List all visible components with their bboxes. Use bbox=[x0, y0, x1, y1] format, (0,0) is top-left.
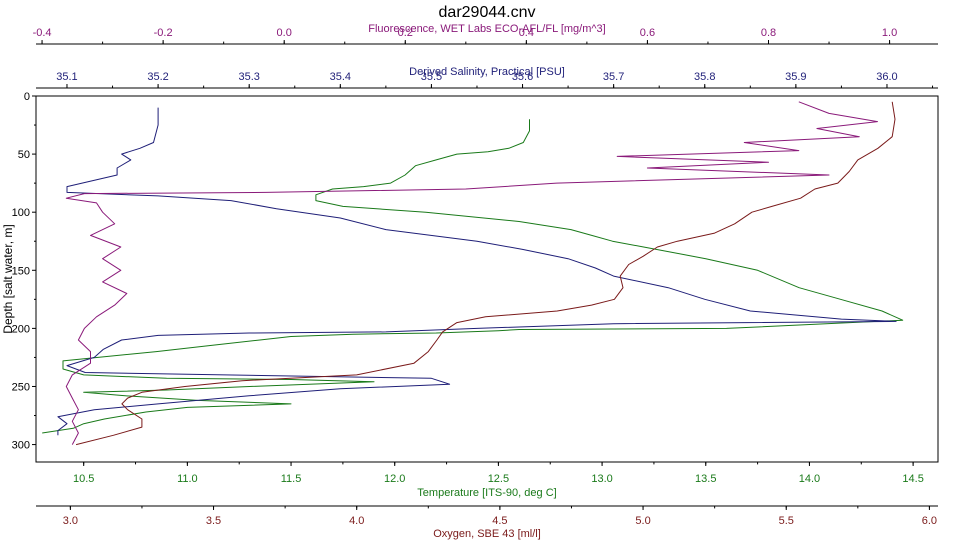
depth-tick-label: 300 bbox=[12, 440, 30, 452]
oxygen-tick-label: 3.0 bbox=[63, 515, 78, 527]
fluorescence-tick-label: 0.6 bbox=[640, 27, 655, 39]
depth-tick-label: 200 bbox=[12, 323, 30, 335]
fluorescence-axis-title: Fluorescence, WET Labs ECO-AFL/FL [mg/m^… bbox=[368, 23, 605, 35]
fluorescence-tick-label: 1.0 bbox=[882, 27, 897, 39]
salinity-tick-label: 35.9 bbox=[785, 71, 806, 83]
oxygen-series-line bbox=[75, 101, 896, 446]
salinity-tick-label: 35.7 bbox=[603, 71, 624, 83]
fluorescence-tick-label: -0.4 bbox=[33, 27, 52, 39]
temperature-tick-label: 14.0 bbox=[799, 473, 820, 485]
temperature-tick-label: 13.5 bbox=[695, 473, 716, 485]
oxygen-tick-label: 4.5 bbox=[492, 515, 507, 527]
oxygen-tick-label: 6.0 bbox=[922, 515, 937, 527]
temperature-tick-label: 14.5 bbox=[902, 473, 923, 485]
salinity-tick-label: 35.3 bbox=[238, 71, 259, 83]
fluorescence-axis: -0.4 -0.2 0.0 0.2 0.4 0.6 0.8 1.0 Fluorescence, … bbox=[33, 23, 938, 45]
temperature-tick-label: 12.5 bbox=[488, 473, 509, 485]
salinity-tick-label: 36.0 bbox=[876, 71, 897, 83]
chart-title: dar29044.cnv bbox=[439, 4, 536, 21]
depth-axis: 0 50 100 150 200 250 300 Depth [salt water, m] bbox=[1, 91, 36, 452]
oxygen-tick-label: 4.0 bbox=[349, 515, 364, 527]
temperature-series-line bbox=[42, 119, 904, 434]
oxygen-axis: 3.0 3.5 4.0 4.5 5.0 5.5 6.0 Oxygen, SBE 43 [ml/… bbox=[36, 505, 938, 540]
salinity-tick-label: 35.1 bbox=[56, 71, 77, 83]
temperature-axis: 10.5 11.0 11.5 12.0 12.5 13.0 13.5 14.0 14.5 Temp… bbox=[36, 461, 938, 499]
temperature-tick-label: 11.5 bbox=[281, 473, 302, 485]
salinity-axis: 35.1 35.2 35.3 35.4 35.5 35.6 35.7 35.8 35.9 36.0… bbox=[36, 66, 938, 89]
plot-frame bbox=[35, 95, 939, 463]
fluorescence-tick-label: 0.4 bbox=[519, 27, 534, 39]
series-layer bbox=[42, 101, 904, 446]
depth-tick-label: 250 bbox=[12, 381, 30, 393]
salinity-tick-label: 35.6 bbox=[512, 71, 533, 83]
temperature-tick-label: 11.0 bbox=[177, 473, 198, 485]
salinity-tick-label: 35.2 bbox=[147, 71, 168, 83]
fluorescence-tick-label: 0.0 bbox=[277, 27, 292, 39]
temperature-tick-label: 10.5 bbox=[73, 473, 94, 485]
fluorescence-series-line bbox=[65, 101, 878, 445]
oxygen-axis-title: Oxygen, SBE 43 [ml/l] bbox=[433, 528, 541, 540]
salinity-tick-label: 35.4 bbox=[330, 71, 351, 83]
temperature-axis-title: Temperature [ITS-90, deg C] bbox=[417, 487, 556, 499]
fluorescence-tick-label: -0.2 bbox=[154, 27, 173, 39]
salinity-tick-label: 35.5 bbox=[421, 71, 442, 83]
depth-tick-label: 100 bbox=[12, 207, 30, 219]
depth-tick-label: 150 bbox=[12, 265, 30, 277]
depth-axis-title: Depth [salt water, m] bbox=[1, 224, 15, 333]
fluorescence-tick-label: 0.8 bbox=[761, 27, 776, 39]
depth-tick-label: 0 bbox=[24, 91, 30, 103]
oxygen-tick-label: 5.0 bbox=[635, 515, 650, 527]
axes-layer: -0.4 -0.2 0.0 0.2 0.4 0.6 0.8 1.0 Fluorescence, … bbox=[1, 23, 938, 540]
depth-tick-label: 50 bbox=[18, 149, 30, 161]
salinity-tick-label: 35.8 bbox=[694, 71, 715, 83]
temperature-tick-label: 12.0 bbox=[384, 473, 405, 485]
salinity-axis-title: Derived Salinity, Practical [PSU] bbox=[409, 66, 565, 78]
salinity-series-line bbox=[57, 107, 897, 436]
oxygen-tick-label: 5.5 bbox=[779, 515, 794, 527]
temperature-tick-label: 13.0 bbox=[591, 473, 612, 485]
plot-area bbox=[35, 95, 939, 463]
oxygen-tick-label: 3.5 bbox=[206, 515, 221, 527]
fluorescence-tick-label: 0.2 bbox=[398, 27, 413, 39]
